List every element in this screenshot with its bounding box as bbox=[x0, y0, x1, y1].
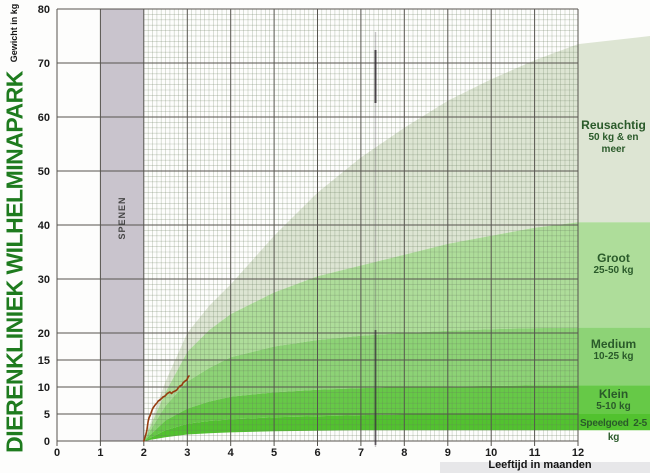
svg-text:50: 50 bbox=[38, 166, 50, 178]
svg-text:60: 60 bbox=[38, 112, 50, 124]
svg-text:70: 70 bbox=[38, 58, 50, 70]
legend-range: 2-5 kg bbox=[607, 418, 648, 443]
svg-text:5: 5 bbox=[44, 409, 50, 421]
legend-name: Speelgoed bbox=[579, 418, 629, 429]
svg-text:0: 0 bbox=[54, 447, 60, 459]
legend-range: 5-10 kg bbox=[596, 401, 631, 412]
legend-name: Medium bbox=[590, 337, 637, 351]
x-axis-title: Leeftijd in maanden bbox=[488, 459, 592, 471]
svg-text:1: 1 bbox=[97, 447, 103, 459]
weaning-band-label: SPENEN bbox=[117, 196, 127, 240]
legend-range: 25-50 kg bbox=[593, 265, 634, 276]
svg-text:8: 8 bbox=[401, 447, 407, 459]
svg-text:10: 10 bbox=[485, 447, 497, 459]
legend-name: Groot bbox=[597, 251, 630, 265]
svg-text:20: 20 bbox=[38, 328, 50, 340]
measured-weight-line bbox=[143, 375, 190, 442]
y-axis-title: Gewicht in kg bbox=[9, 3, 19, 63]
legend-name: Reusachtig bbox=[581, 118, 646, 132]
svg-text:3: 3 bbox=[184, 447, 190, 459]
legend-item-klein: Klein 5-10 kg bbox=[577, 388, 650, 413]
svg-text:10: 10 bbox=[38, 382, 50, 394]
svg-text:12: 12 bbox=[572, 447, 584, 459]
legend-item-medium: Medium 10-25 kg bbox=[577, 338, 650, 363]
legend-item-groot: Groot 25-50 kg bbox=[577, 252, 650, 277]
svg-text:5: 5 bbox=[271, 447, 277, 459]
legend-item-speelgoed: Speelgoed 2-5 kg bbox=[577, 416, 650, 444]
svg-text:4: 4 bbox=[228, 447, 235, 459]
legend-item-reusachtig: Reusachtig 50 kg & en meer bbox=[577, 119, 650, 156]
svg-text:80: 80 bbox=[38, 4, 50, 16]
legend-range: 10-25 kg bbox=[593, 351, 634, 362]
svg-text:15: 15 bbox=[38, 355, 50, 367]
legend-range: 50 kg & en meer bbox=[588, 132, 639, 155]
size-bands bbox=[143, 36, 650, 441]
svg-text:11: 11 bbox=[529, 447, 541, 459]
svg-text:6: 6 bbox=[314, 447, 320, 459]
legend-name: Klein bbox=[598, 387, 629, 401]
svg-text:7: 7 bbox=[358, 447, 364, 459]
clinic-title: DIERENKLINIEK WILHELMINAPARK bbox=[1, 71, 28, 453]
x-axis-tick-labels: 0 1 2 3 4 5 6 7 8 9 10 11 12 bbox=[54, 447, 584, 459]
scan-edge-shading bbox=[440, 462, 650, 473]
major-grid bbox=[56, 8, 579, 446]
svg-text:0: 0 bbox=[44, 436, 50, 448]
svg-text:40: 40 bbox=[38, 220, 50, 232]
svg-text:2: 2 bbox=[141, 447, 147, 459]
svg-text:9: 9 bbox=[445, 447, 451, 459]
svg-text:30: 30 bbox=[38, 274, 50, 286]
